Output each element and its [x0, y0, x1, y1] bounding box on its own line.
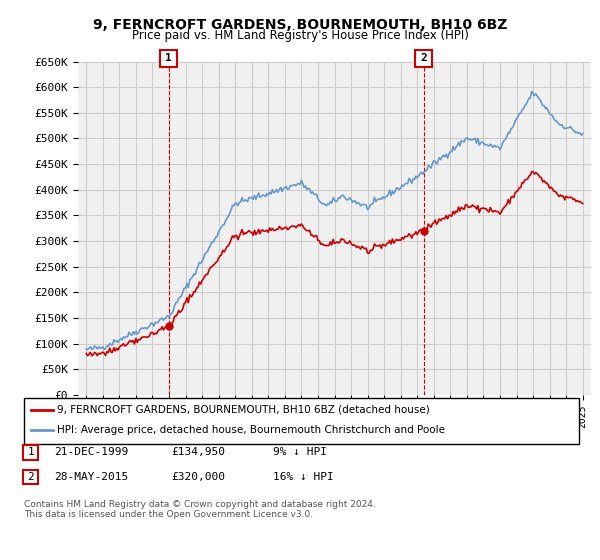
Text: 1: 1: [165, 53, 172, 63]
Text: £320,000: £320,000: [171, 472, 225, 482]
Text: 16% ↓ HPI: 16% ↓ HPI: [273, 472, 334, 482]
Text: Price paid vs. HM Land Registry's House Price Index (HPI): Price paid vs. HM Land Registry's House …: [131, 29, 469, 42]
Text: 2: 2: [421, 53, 427, 63]
Text: £134,950: £134,950: [171, 447, 225, 458]
Text: 9, FERNCROFT GARDENS, BOURNEMOUTH, BH10 6BZ: 9, FERNCROFT GARDENS, BOURNEMOUTH, BH10 …: [93, 18, 507, 32]
Text: Contains HM Land Registry data © Crown copyright and database right 2024.
This d: Contains HM Land Registry data © Crown c…: [24, 500, 376, 519]
Text: 9, FERNCROFT GARDENS, BOURNEMOUTH, BH10 6BZ (detached house): 9, FERNCROFT GARDENS, BOURNEMOUTH, BH10 …: [57, 405, 430, 415]
Text: 1: 1: [27, 447, 34, 458]
Text: 28-MAY-2015: 28-MAY-2015: [54, 472, 128, 482]
Text: 21-DEC-1999: 21-DEC-1999: [54, 447, 128, 458]
Text: HPI: Average price, detached house, Bournemouth Christchurch and Poole: HPI: Average price, detached house, Bour…: [57, 424, 445, 435]
Text: 2: 2: [27, 472, 34, 482]
Text: 9% ↓ HPI: 9% ↓ HPI: [273, 447, 327, 458]
